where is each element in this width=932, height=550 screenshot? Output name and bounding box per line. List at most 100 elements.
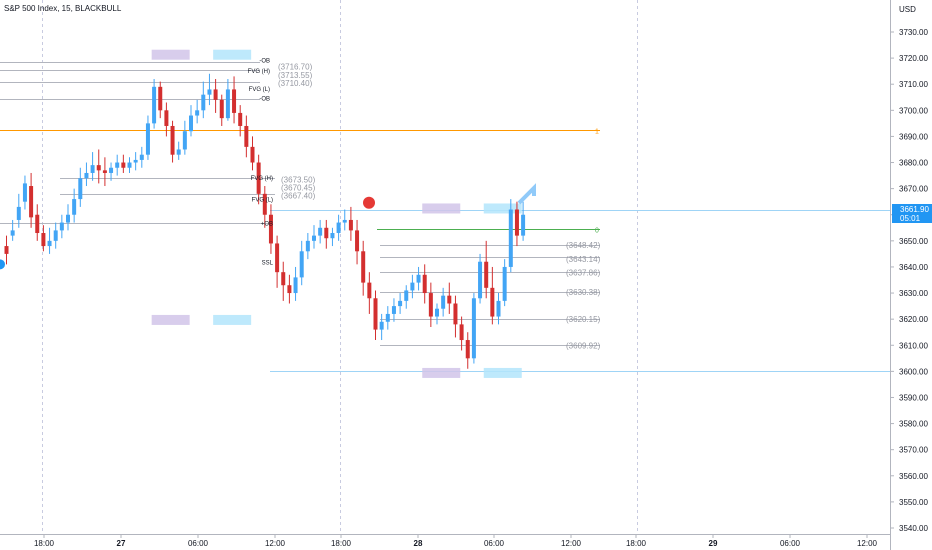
candle-body (47, 240, 52, 247)
candle-body (29, 186, 34, 218)
zone-box (213, 49, 252, 60)
fib-label: 1 (595, 128, 599, 135)
projection-arrow (517, 183, 536, 205)
candle-body (330, 233, 335, 239)
candle-body (490, 287, 495, 317)
candle-body (225, 89, 230, 119)
candle-body (256, 162, 261, 194)
y-tick-label: 3610.00 (899, 341, 928, 350)
candle-body (201, 94, 206, 111)
x-tick-label: 12:00 (265, 539, 286, 548)
x-tick-label: 06:00 (188, 539, 209, 548)
x-tick-label: 06:00 (780, 539, 801, 548)
level-tag: FVG (L) (249, 87, 270, 93)
candle-body (453, 303, 458, 325)
x-tick-label: 12:00 (857, 539, 878, 548)
level-tag: -OB (259, 58, 270, 64)
candle-body (336, 222, 341, 234)
y-tick-label: 3620.00 (899, 315, 928, 324)
price-annotation: (3716.70) (278, 63, 313, 72)
candle-body (238, 112, 243, 126)
signal-marker-red[interactable] (363, 196, 375, 209)
bar-countdown: 05:01 (900, 214, 921, 223)
price-annotation: (3620.15) (566, 315, 601, 324)
candle-body (84, 172, 89, 179)
x-tick-label: 27 (117, 539, 126, 548)
level-tag: FVG (L) (252, 197, 273, 203)
candle-body (53, 230, 58, 241)
y-tick-label: 3720.00 (899, 54, 928, 63)
candle-body (422, 274, 427, 294)
y-tick-label: 3730.00 (899, 28, 928, 37)
candle-body (459, 324, 464, 341)
zone-box (422, 367, 461, 378)
candle-body (281, 272, 286, 286)
candle-body (164, 110, 169, 126)
candle-body (404, 290, 409, 301)
candle-body (299, 251, 304, 278)
y-tick-label: 3630.00 (899, 289, 928, 298)
candle-body (508, 209, 513, 267)
candle-body (385, 313, 390, 322)
candle-body (35, 214, 40, 234)
candle-body (373, 298, 378, 330)
level-tag: FVG (H) (251, 176, 273, 182)
candle-body (96, 165, 101, 171)
price-annotation: (3670.45) (281, 183, 316, 192)
x-tick-label: 29 (709, 539, 718, 548)
candle-body (16, 206, 21, 220)
candle-body (342, 219, 347, 223)
candle-body (379, 321, 384, 330)
candle-body (312, 235, 316, 241)
candle-body (145, 123, 150, 155)
candle-body (521, 214, 526, 236)
candle-body (213, 89, 218, 100)
candle-body (59, 222, 64, 231)
y-tick-label: 3650.00 (899, 237, 928, 246)
y-tick-label: 3550.00 (899, 498, 928, 507)
y-tick-label: 3640.00 (899, 263, 928, 272)
candle-body (410, 282, 415, 291)
y-tick-label: 3710.00 (899, 80, 928, 89)
x-tick-label: 18:00 (331, 539, 352, 548)
candle-body (318, 227, 323, 236)
signal-marker-blue[interactable] (0, 259, 5, 270)
candle-body (268, 214, 273, 244)
x-tick-label: 06:00 (484, 539, 505, 548)
price-annotation: (3637.86) (566, 269, 601, 278)
candle-body (152, 86, 157, 124)
candle-body (275, 243, 280, 273)
candle-body (41, 233, 46, 247)
zone-box (483, 367, 522, 378)
zone-box (151, 49, 190, 60)
candle-body (72, 199, 77, 215)
candle-body (158, 86, 163, 111)
candle-body (207, 89, 212, 95)
candle-body (133, 159, 138, 163)
candle-body (22, 183, 27, 202)
level-tag: FVG (H) (248, 69, 270, 75)
candle-body (398, 300, 403, 307)
y-tick-label: 3700.00 (899, 106, 928, 115)
candle-body (391, 306, 396, 314)
y-tick-label: 3670.00 (899, 185, 928, 194)
zone-box (483, 203, 522, 214)
candle-body (262, 193, 267, 215)
candle-body (496, 300, 501, 317)
candle-body (287, 285, 292, 294)
candle-body (4, 246, 9, 254)
zone-box (151, 314, 190, 325)
y-tick-label: 3690.00 (899, 132, 928, 141)
y-axis-currency: USD (899, 5, 916, 14)
candle-body (484, 261, 489, 288)
candle-body (244, 125, 249, 147)
candle-body (471, 298, 476, 359)
level-tag: +OB (261, 222, 273, 228)
last-price-value: 3661.90 (900, 205, 929, 214)
x-tick-label: 18:00 (34, 539, 55, 548)
candle-body (250, 146, 255, 163)
price-annotation: (3648.42) (566, 241, 601, 250)
candle-body (102, 170, 107, 173)
candle-body (90, 165, 95, 173)
